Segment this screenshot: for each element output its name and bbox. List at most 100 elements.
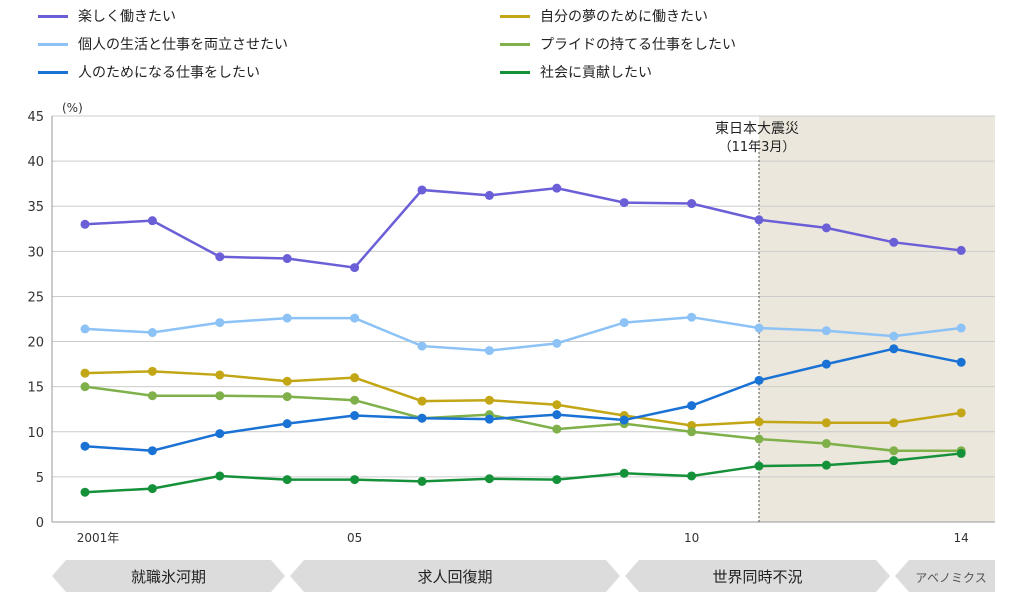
data-point <box>350 313 360 323</box>
data-point <box>619 468 629 478</box>
data-point <box>821 326 831 336</box>
data-point <box>552 424 562 434</box>
y-tick-label: 30 <box>27 245 44 260</box>
data-point <box>282 419 292 429</box>
data-point <box>147 484 157 494</box>
legend-item: プライドの持てる仕事をしたい <box>500 34 736 54</box>
y-tick-label: 10 <box>27 426 44 441</box>
data-point <box>687 471 697 481</box>
period-label: アベノミクス <box>915 571 986 585</box>
legend-label: 個人の生活と仕事を両立させたい <box>78 37 288 53</box>
data-point <box>484 190 494 200</box>
data-point <box>215 370 225 380</box>
series-line <box>84 347 962 452</box>
legend-swatch <box>38 70 68 74</box>
data-point <box>80 324 90 334</box>
legend-label: 人のためになる仕事をしたい <box>78 65 260 81</box>
y-tick-label: 45 <box>27 110 44 125</box>
data-point <box>956 408 966 418</box>
data-point <box>889 237 899 247</box>
legend-item: 人のためになる仕事をしたい <box>38 62 260 82</box>
data-point <box>552 338 562 348</box>
y-tick-label: 25 <box>27 290 44 305</box>
data-point <box>147 391 157 401</box>
y-tick-label: 5 <box>36 471 44 486</box>
data-point <box>956 245 966 255</box>
legend-item: 個人の生活と仕事を両立させたい <box>38 34 288 54</box>
data-point <box>80 487 90 497</box>
data-point <box>754 417 764 427</box>
data-point <box>282 254 292 264</box>
data-point <box>80 219 90 229</box>
legend-label: 自分の夢のために働きたい <box>540 9 708 25</box>
legend-label: 社会に貢献したい <box>540 65 652 81</box>
data-point <box>80 368 90 378</box>
data-point <box>147 366 157 376</box>
data-point <box>821 439 831 449</box>
legend-swatch <box>500 14 530 18</box>
data-point <box>417 413 427 423</box>
legend-swatch <box>38 42 68 46</box>
period-band <box>895 560 995 592</box>
data-point <box>821 223 831 233</box>
data-point <box>687 427 697 437</box>
data-point <box>80 382 90 392</box>
data-point <box>215 429 225 439</box>
data-point <box>282 475 292 485</box>
data-point <box>754 461 764 471</box>
legend-label: プライドの持てる仕事をしたい <box>540 37 736 53</box>
data-point <box>687 312 697 322</box>
series-line <box>84 370 962 427</box>
legend-item: 社会に貢献したい <box>500 62 652 82</box>
annotation-label: 東日本大震災 <box>715 121 799 137</box>
data-point <box>484 414 494 424</box>
period-band <box>52 560 285 592</box>
data-point <box>889 418 899 428</box>
annotation-sublabel: （11年3月） <box>719 140 796 155</box>
data-point <box>619 318 629 328</box>
data-point <box>147 216 157 226</box>
y-tick-label: 0 <box>36 516 44 531</box>
data-point <box>687 401 697 411</box>
data-point <box>484 346 494 356</box>
data-point <box>687 420 697 430</box>
data-point <box>147 446 157 456</box>
period-label: 世界同時不況 <box>712 568 802 586</box>
legend-swatch <box>38 14 68 18</box>
data-point <box>417 341 427 351</box>
data-point <box>350 411 360 421</box>
data-point <box>754 215 764 225</box>
y-axis-label: (%) <box>62 101 83 115</box>
data-point <box>417 476 427 486</box>
data-point <box>552 183 562 193</box>
legend-item: 楽しく働きたい <box>38 6 176 26</box>
data-point <box>821 418 831 428</box>
x-tick-label: 14 <box>954 531 969 545</box>
data-point <box>417 185 427 195</box>
series-line <box>84 315 962 352</box>
legend-swatch <box>500 42 530 46</box>
series-line <box>84 452 962 494</box>
data-point <box>754 434 764 444</box>
data-point <box>350 395 360 405</box>
data-point <box>80 441 90 451</box>
data-point <box>956 323 966 333</box>
data-point <box>889 446 899 456</box>
data-point <box>956 357 966 367</box>
x-tick-label: 2001年 <box>77 531 120 545</box>
data-point <box>350 263 360 273</box>
period-band <box>625 560 890 592</box>
data-point <box>754 323 764 333</box>
data-point <box>821 359 831 369</box>
period-label: 就職氷河期 <box>131 568 206 586</box>
data-point <box>350 475 360 485</box>
data-point <box>619 198 629 208</box>
series-line <box>84 186 962 269</box>
data-point <box>619 415 629 425</box>
period-band <box>290 560 620 592</box>
data-point <box>282 313 292 323</box>
data-point <box>552 400 562 410</box>
data-point <box>484 474 494 484</box>
x-tick-label: 10 <box>684 531 699 545</box>
